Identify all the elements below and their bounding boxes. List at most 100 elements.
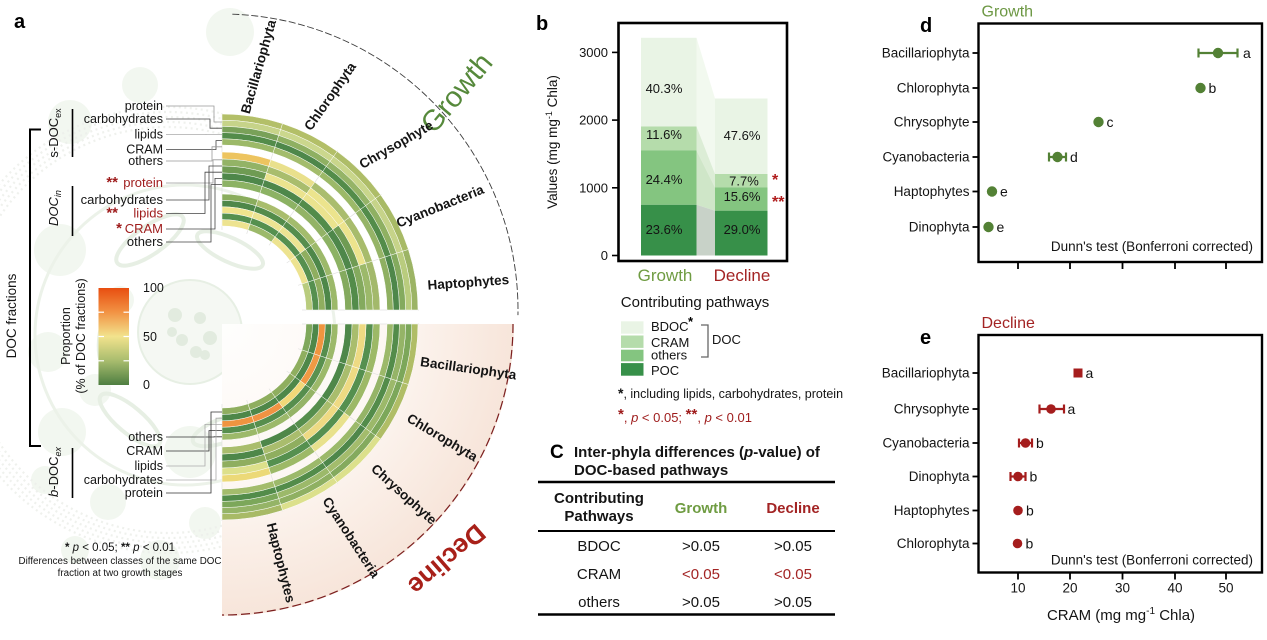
svg-text:Dinophyta: Dinophyta — [909, 220, 970, 235]
svg-text:b: b — [1209, 80, 1217, 96]
svg-text:DOC fractions: DOC fractions — [4, 273, 19, 358]
svg-text:Growth: Growth — [675, 500, 728, 517]
svg-text:10: 10 — [1010, 581, 1025, 596]
svg-text:CRAM: CRAM — [651, 335, 689, 350]
svg-text:7.7%: 7.7% — [729, 174, 759, 189]
svg-text:1000: 1000 — [579, 180, 608, 195]
svg-text:Pathways: Pathways — [564, 508, 633, 525]
svg-text:0: 0 — [143, 378, 150, 392]
svg-text:23.6%: 23.6% — [646, 222, 683, 237]
svg-text:Cyanobacteria: Cyanobacteria — [882, 436, 970, 451]
svg-text:others: others — [128, 430, 163, 444]
svg-text:BDOC: BDOC — [651, 319, 689, 334]
svg-text:Bacillariophyta: Bacillariophyta — [882, 366, 970, 381]
svg-text:CRAM: CRAM — [126, 143, 163, 157]
svg-text:POC: POC — [651, 363, 679, 378]
svg-text:(% of DOC fractions): (% of DOC fractions) — [74, 278, 88, 393]
svg-text:CRAM: CRAM — [577, 566, 621, 583]
svg-text:Chrysophyte: Chrysophyte — [894, 115, 970, 130]
svg-text:CRAM: CRAM — [125, 221, 163, 236]
svg-text:b: b — [1030, 469, 1038, 485]
svg-text:CRAM: CRAM — [126, 444, 163, 458]
svg-text:lipids: lipids — [133, 206, 163, 221]
svg-text:a: a — [1068, 401, 1076, 417]
svg-text:C: C — [550, 442, 564, 463]
svg-text:carbohydrates: carbohydrates — [84, 473, 163, 487]
svg-text:carbohydrates: carbohydrates — [81, 192, 164, 207]
svg-text:others: others — [128, 154, 163, 168]
svg-text:30: 30 — [1115, 581, 1130, 596]
svg-text:Contributing pathways: Contributing pathways — [621, 294, 769, 311]
svg-text:others: others — [651, 348, 688, 363]
svg-text:Decline: Decline — [982, 315, 1035, 332]
svg-text:*: * — [688, 314, 694, 329]
svg-text:Decline: Decline — [766, 500, 819, 517]
svg-text:11.6%: 11.6% — [646, 127, 682, 142]
svg-text:others: others — [578, 594, 620, 611]
svg-text:protein: protein — [123, 175, 163, 190]
svg-text:lipids: lipids — [135, 128, 164, 142]
svg-text:*: * — [116, 220, 122, 237]
svg-text:Chlorophyta: Chlorophyta — [897, 536, 970, 551]
svg-text:s-DOCex: s-DOCex — [46, 108, 63, 158]
svg-text:d: d — [920, 15, 932, 37]
svg-text:protein: protein — [125, 486, 163, 500]
svg-text:b-DOCex: b-DOCex — [46, 447, 63, 497]
svg-text:40.3%: 40.3% — [646, 81, 683, 96]
svg-text:Growth: Growth — [638, 266, 693, 285]
svg-text:b: b — [1026, 503, 1034, 519]
svg-text:Haptophytes: Haptophytes — [894, 184, 970, 199]
svg-text:Inter-phyla differences (p-val: Inter-phyla differences (p-value) of — [574, 444, 821, 461]
svg-text:e: e — [1000, 184, 1008, 200]
svg-text:**: ** — [106, 174, 118, 191]
svg-text:15.6%: 15.6% — [724, 189, 761, 204]
svg-text:carbohydrates: carbohydrates — [84, 112, 163, 126]
svg-text:50: 50 — [143, 330, 157, 344]
svg-text:0: 0 — [601, 248, 608, 263]
svg-text:Dunn's test (Bonferroni correc: Dunn's test (Bonferroni corrected) — [1051, 239, 1253, 254]
svg-text:Growth: Growth — [982, 4, 1034, 21]
svg-text:40: 40 — [1167, 581, 1182, 596]
svg-text:Haptophytes: Haptophytes — [427, 272, 510, 293]
svg-text:Bacillariophyta: Bacillariophyta — [882, 46, 970, 61]
svg-text:lipids: lipids — [135, 459, 164, 473]
svg-text:>0.05: >0.05 — [682, 594, 720, 611]
svg-text:d: d — [1070, 149, 1078, 165]
svg-text:<0.05: <0.05 — [682, 566, 720, 583]
svg-text:BDOC: BDOC — [577, 538, 621, 555]
svg-text:Cyanobacteria: Cyanobacteria — [882, 150, 970, 165]
svg-text:b: b — [1036, 435, 1044, 451]
svg-text:Differences between classes of: Differences between classes of the same … — [19, 556, 222, 567]
svg-text:<0.05: <0.05 — [774, 566, 812, 583]
svg-text:Values (mg mg-1 Chla): Values (mg mg-1 Chla) — [544, 75, 560, 209]
svg-text:50: 50 — [1218, 581, 1233, 596]
svg-text:100: 100 — [143, 281, 164, 295]
svg-text:Contributing: Contributing — [554, 490, 644, 507]
svg-text:**: ** — [772, 194, 785, 211]
svg-text:DOC: DOC — [712, 332, 741, 347]
svg-text:* p < 0.05; ** p < 0.01: * p < 0.05; ** p < 0.01 — [65, 542, 175, 554]
svg-text:a: a — [1086, 365, 1094, 381]
svg-text:e: e — [920, 327, 931, 349]
svg-text:a: a — [14, 11, 26, 33]
svg-text:>0.05: >0.05 — [774, 538, 812, 555]
svg-text:20: 20 — [1062, 581, 1077, 596]
svg-text:>0.05: >0.05 — [774, 594, 812, 611]
svg-text:Dunn's test (Bonferroni correc: Dunn's test (Bonferroni corrected) — [1051, 553, 1253, 568]
svg-text:e: e — [997, 219, 1005, 235]
svg-text:47.6%: 47.6% — [724, 128, 761, 143]
svg-text:3000: 3000 — [579, 45, 608, 60]
svg-text:CRAM (mg mg-1 Chla): CRAM (mg mg-1 Chla) — [1047, 606, 1195, 624]
svg-text:others: others — [127, 234, 164, 249]
svg-text:24.4%: 24.4% — [646, 172, 683, 187]
svg-text:Chlorophyta: Chlorophyta — [897, 81, 970, 96]
svg-text:DOCin: DOCin — [46, 190, 63, 226]
svg-text:DOC-based pathways: DOC-based pathways — [574, 462, 728, 479]
svg-text:29.0%: 29.0% — [724, 222, 761, 237]
svg-text:Decline: Decline — [714, 266, 771, 285]
svg-text:*: * — [772, 172, 779, 189]
svg-text:protein: protein — [125, 99, 163, 113]
svg-text:b: b — [1026, 536, 1034, 552]
svg-text:Proportion: Proportion — [59, 307, 73, 365]
svg-text:a: a — [1243, 45, 1251, 61]
